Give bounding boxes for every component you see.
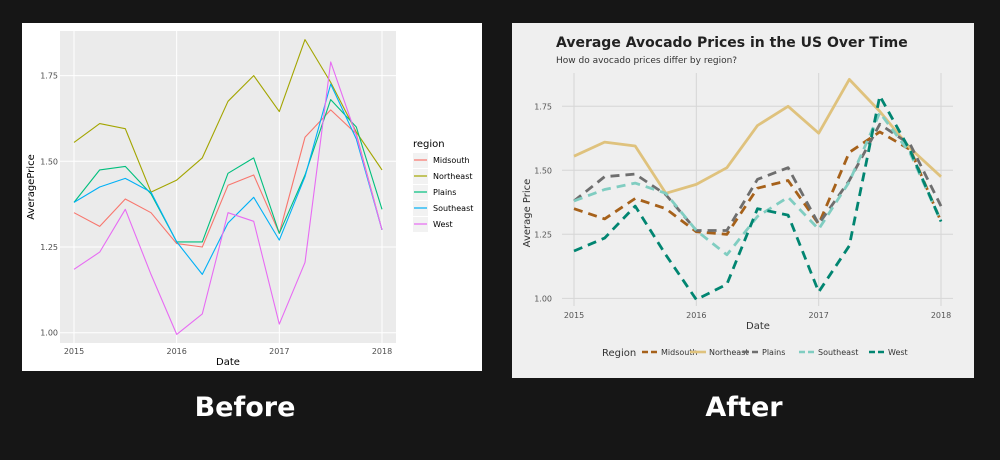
before-caption: Before [194, 392, 296, 423]
chart-subtitle: How do avocado prices differ by region? [556, 56, 737, 66]
y-axis-label: Average Price [522, 179, 533, 248]
y-tick-label: 1.50 [40, 157, 58, 166]
series-line-west [573, 94, 943, 302]
y-tick-label: 1.00 [40, 329, 58, 338]
legend-label-northeast: Northeast [709, 348, 749, 357]
x-tick-label: 2015 [64, 347, 84, 356]
x-tick-label: 2016 [166, 347, 186, 356]
legend-label-northeast: Northeast [433, 172, 473, 181]
legend-label-midsouth: Midsouth [433, 156, 470, 165]
legend-label-west: West [433, 220, 453, 229]
y-tick-label: 1.50 [534, 166, 552, 175]
legend-label-west: West [888, 348, 908, 357]
series-line-southeast [73, 83, 383, 275]
y-tick-label: 1.25 [534, 230, 552, 239]
after-caption: After [705, 392, 783, 423]
chart-title: Average Avocado Prices in the US Over Ti… [556, 35, 908, 51]
legend-title: region [413, 139, 445, 150]
after-chart: 1.00 1.25 1.50 1.75 2015 2016 2017 2018 Average … [522, 35, 953, 359]
x-axis-label: Date [216, 357, 240, 368]
legend-title: Region [602, 348, 636, 359]
legend-label-midsouth: Midsouth [661, 348, 698, 357]
legend-label-plains: Plains [762, 348, 785, 357]
x-tick-label: 2016 [686, 311, 706, 320]
x-tick-label: 2018 [931, 311, 951, 320]
x-tick-label: 2017 [269, 347, 289, 356]
legend-label-southeast: Southeast [818, 348, 858, 357]
y-tick-label: 1.75 [40, 72, 58, 81]
before-chart-panel: 1.00 1.25 1.50 1.75 2015 2016 2017 2018 Date Aver… [22, 23, 482, 371]
y-tick-label: 1.75 [534, 102, 552, 111]
before-chart: 1.00 1.25 1.50 1.75 2015 2016 2017 2018 Date Aver… [26, 31, 473, 368]
after-chart-panel: 1.00 1.25 1.50 1.75 2015 2016 2017 2018 Average … [512, 23, 974, 378]
x-tick-label: 2018 [372, 347, 392, 356]
y-tick-label: 1.00 [534, 294, 552, 303]
series-line-midsouth [573, 130, 943, 236]
legend-label-southeast: Southeast [433, 204, 473, 213]
series-line-midsouth [73, 109, 383, 248]
series-line-plains [73, 99, 383, 243]
x-axis-label: Date [746, 321, 770, 332]
y-axis-label: AveragePrice [26, 154, 37, 219]
plot-area [60, 31, 396, 343]
y-tick-label: 1.25 [40, 243, 58, 252]
series-line-northeast [73, 39, 383, 193]
series-line-southeast [573, 111, 943, 257]
series-line-west [73, 61, 383, 335]
x-tick-label: 2015 [564, 311, 584, 320]
plot-area [562, 73, 953, 306]
legend-label-plains: Plains [433, 188, 456, 197]
series-line-northeast [573, 78, 942, 195]
x-tick-label: 2017 [808, 311, 828, 320]
series-line-plains [573, 122, 943, 232]
